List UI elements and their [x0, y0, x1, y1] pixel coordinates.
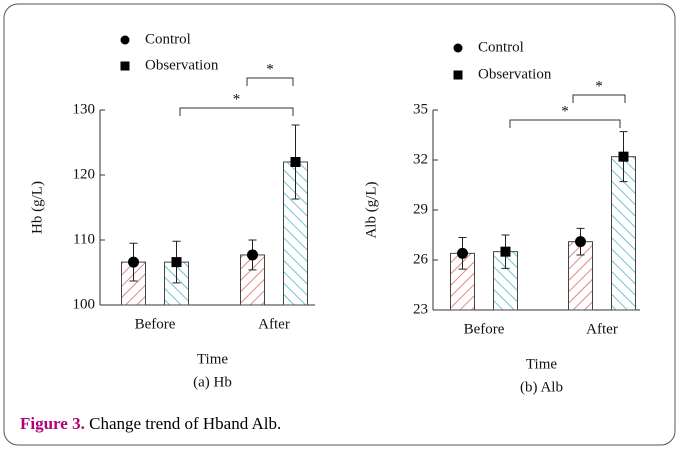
- marker: [128, 256, 139, 268]
- significance-bracket: [509, 119, 621, 128]
- y-tick-label: 35: [413, 101, 428, 117]
- legend-marker: [453, 43, 463, 53]
- legend-label: Observation: [145, 57, 219, 73]
- x-tick-label: After: [586, 321, 618, 337]
- x-axis-label: Time: [197, 351, 228, 367]
- y-axis-label: Hb (g/L): [29, 181, 45, 234]
- frame: [3, 3, 676, 446]
- y-tick-label: 32: [413, 151, 428, 167]
- caption-text: Change trend of Hband Alb.: [89, 414, 282, 433]
- y-tick-label: 130: [73, 101, 96, 117]
- marker: [171, 257, 182, 268]
- annotation: *: [233, 91, 241, 107]
- x-tick-label: After: [258, 316, 290, 332]
- y-tick-label: 100: [73, 296, 96, 312]
- y-tick-label: 26: [413, 251, 429, 267]
- legend-marker: [120, 35, 130, 45]
- annotation: *: [266, 61, 274, 77]
- marker: [575, 236, 586, 248]
- legend-marker: [120, 61, 130, 71]
- panel-caption: (a) Hb: [193, 374, 232, 390]
- marker: [618, 151, 629, 162]
- figure-caption: Figure 3. Change trend of Hband Alb.: [20, 414, 281, 434]
- annotation: *: [561, 103, 569, 119]
- y-tick-label: 110: [73, 231, 95, 247]
- annotation: *: [595, 78, 603, 94]
- x-tick-label: Before: [464, 321, 505, 337]
- caption-label: Figure 3.: [20, 414, 85, 433]
- significance-bracket: [179, 107, 294, 116]
- y-tick-label: 29: [413, 201, 428, 217]
- legend-label: Control: [478, 39, 524, 55]
- marker: [247, 249, 258, 261]
- y-tick-label: 120: [73, 166, 96, 182]
- legend-marker: [453, 70, 463, 80]
- legend-label: Observation: [478, 66, 552, 82]
- legend-label: Control: [145, 31, 191, 47]
- marker: [290, 157, 301, 167]
- marker: [500, 246, 511, 257]
- significance-bracket: [572, 94, 626, 103]
- significance-bracket: [246, 77, 294, 86]
- marker: [457, 247, 468, 259]
- y-axis-label: Alb (g/L): [363, 181, 379, 238]
- panel-caption: (b) Alb: [520, 379, 563, 395]
- x-axis-label: Time: [526, 356, 557, 372]
- x-tick-label: Before: [135, 316, 176, 332]
- y-tick-label: 23: [413, 301, 428, 317]
